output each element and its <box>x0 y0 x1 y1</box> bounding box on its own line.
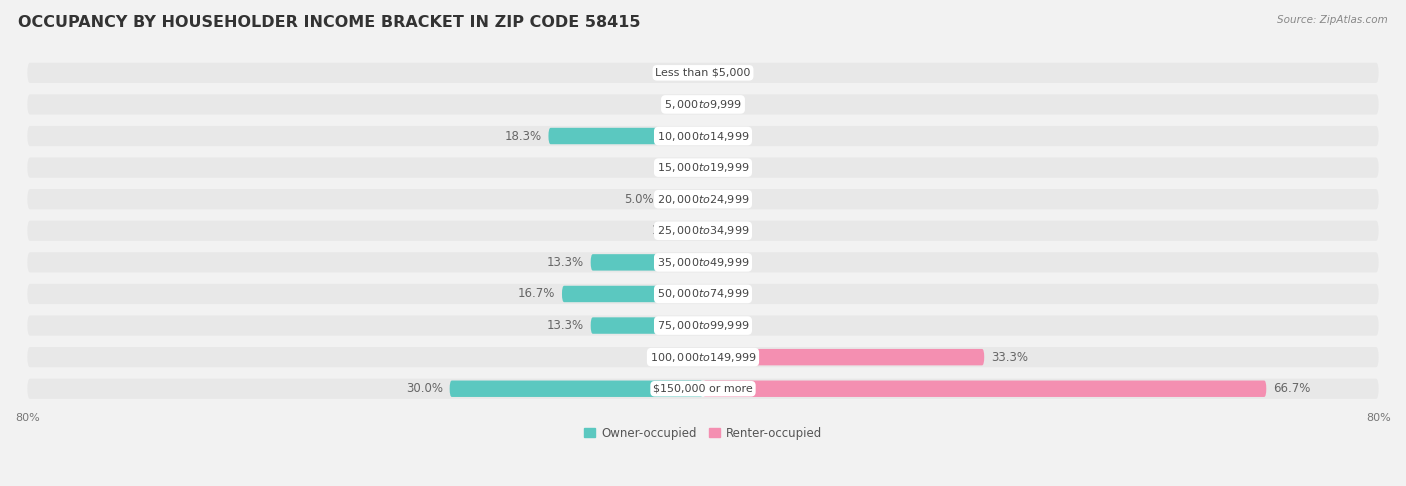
FancyBboxPatch shape <box>27 221 1379 241</box>
Text: 0.0%: 0.0% <box>710 224 740 237</box>
Text: 0.0%: 0.0% <box>666 66 696 79</box>
Text: 0.0%: 0.0% <box>710 66 740 79</box>
FancyBboxPatch shape <box>689 349 703 365</box>
Text: 13.3%: 13.3% <box>547 256 583 269</box>
Text: Source: ZipAtlas.com: Source: ZipAtlas.com <box>1277 15 1388 25</box>
FancyBboxPatch shape <box>591 317 703 334</box>
Text: $35,000 to $49,999: $35,000 to $49,999 <box>657 256 749 269</box>
FancyBboxPatch shape <box>548 128 703 144</box>
FancyBboxPatch shape <box>27 94 1379 115</box>
Text: 18.3%: 18.3% <box>505 129 541 142</box>
FancyBboxPatch shape <box>591 254 703 271</box>
FancyBboxPatch shape <box>689 223 703 239</box>
Text: $5,000 to $9,999: $5,000 to $9,999 <box>664 98 742 111</box>
Text: $20,000 to $24,999: $20,000 to $24,999 <box>657 192 749 206</box>
FancyBboxPatch shape <box>27 157 1379 178</box>
FancyBboxPatch shape <box>27 284 1379 304</box>
FancyBboxPatch shape <box>27 189 1379 209</box>
FancyBboxPatch shape <box>27 126 1379 146</box>
Text: 16.7%: 16.7% <box>517 288 555 300</box>
Text: $75,000 to $99,999: $75,000 to $99,999 <box>657 319 749 332</box>
Text: 0.0%: 0.0% <box>710 288 740 300</box>
Text: $15,000 to $19,999: $15,000 to $19,999 <box>657 161 749 174</box>
FancyBboxPatch shape <box>27 347 1379 367</box>
FancyBboxPatch shape <box>703 349 984 365</box>
FancyBboxPatch shape <box>27 379 1379 399</box>
Text: 0.0%: 0.0% <box>666 98 696 111</box>
Text: 0.0%: 0.0% <box>710 161 740 174</box>
Text: 0.0%: 0.0% <box>710 129 740 142</box>
Text: 0.0%: 0.0% <box>710 256 740 269</box>
FancyBboxPatch shape <box>27 252 1379 273</box>
Text: 5.0%: 5.0% <box>624 192 654 206</box>
FancyBboxPatch shape <box>450 381 703 397</box>
Text: 33.3%: 33.3% <box>991 351 1028 364</box>
Text: 1.7%: 1.7% <box>652 224 682 237</box>
Text: 0.0%: 0.0% <box>710 319 740 332</box>
Text: OCCUPANCY BY HOUSEHOLDER INCOME BRACKET IN ZIP CODE 58415: OCCUPANCY BY HOUSEHOLDER INCOME BRACKET … <box>18 15 641 30</box>
Text: 66.7%: 66.7% <box>1272 382 1310 395</box>
Text: $150,000 or more: $150,000 or more <box>654 384 752 394</box>
FancyBboxPatch shape <box>27 63 1379 83</box>
FancyBboxPatch shape <box>703 381 1267 397</box>
Text: $100,000 to $149,999: $100,000 to $149,999 <box>650 351 756 364</box>
Text: 13.3%: 13.3% <box>547 319 583 332</box>
Text: Less than $5,000: Less than $5,000 <box>655 68 751 78</box>
Text: 0.0%: 0.0% <box>710 192 740 206</box>
FancyBboxPatch shape <box>661 191 703 208</box>
Text: $25,000 to $34,999: $25,000 to $34,999 <box>657 224 749 237</box>
Text: 0.0%: 0.0% <box>710 98 740 111</box>
Legend: Owner-occupied, Renter-occupied: Owner-occupied, Renter-occupied <box>579 422 827 444</box>
Text: $10,000 to $14,999: $10,000 to $14,999 <box>657 129 749 142</box>
Text: $50,000 to $74,999: $50,000 to $74,999 <box>657 288 749 300</box>
FancyBboxPatch shape <box>562 286 703 302</box>
Text: 30.0%: 30.0% <box>406 382 443 395</box>
Text: 0.0%: 0.0% <box>666 161 696 174</box>
Text: 1.7%: 1.7% <box>652 351 682 364</box>
FancyBboxPatch shape <box>27 315 1379 336</box>
